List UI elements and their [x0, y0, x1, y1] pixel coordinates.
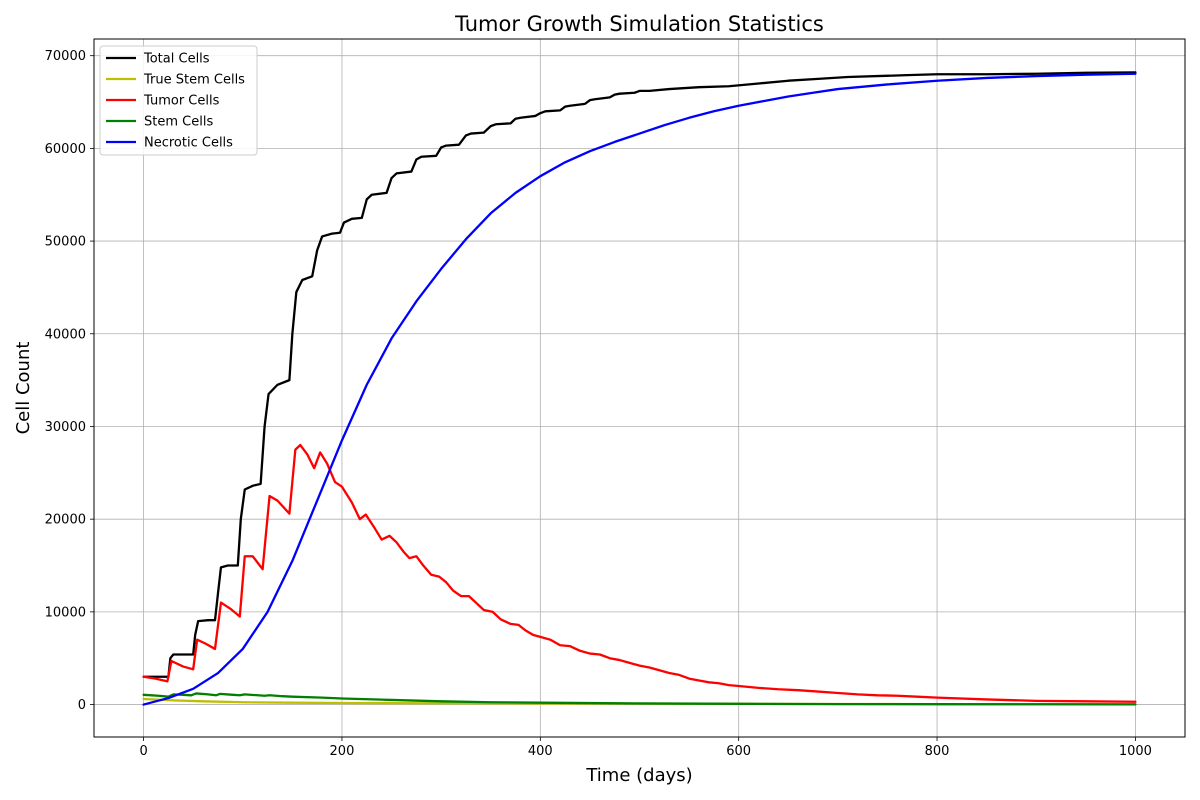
series-line-necrotic-cells: [142, 72, 1137, 706]
x-tick-label: 400: [528, 744, 553, 759]
y-tick-label: 60000: [45, 142, 86, 157]
series-line-total-cells: [142, 71, 1137, 678]
y-tick-label: 0: [78, 698, 86, 713]
chart-title: Tumor Growth Simulation Statistics: [454, 12, 824, 36]
plot-frame: [93, 38, 1186, 738]
x-tick-label: 800: [925, 744, 950, 759]
series-line-stem-cells: [142, 692, 1137, 706]
y-tick-label: 40000: [45, 327, 86, 342]
legend-label-true-stem-cells: True Stem Cells: [143, 73, 245, 88]
x-tick-label: 1000: [1119, 744, 1152, 759]
y-tick-label: 10000: [45, 605, 86, 620]
x-tick-label: 0: [139, 744, 147, 759]
legend-frame: [99, 45, 258, 156]
legend-label-necrotic-cells: Necrotic Cells: [144, 136, 233, 151]
y-tick-label: 50000: [45, 235, 86, 250]
x-axis-title: Time (days): [585, 765, 692, 786]
legend-label-total-cells: Total Cells: [143, 52, 210, 67]
x-tick-label: 200: [330, 744, 355, 759]
y-tick-label: 20000: [45, 513, 86, 528]
series-lines: [142, 71, 1137, 706]
legend-label-stem-cells: Stem Cells: [144, 115, 213, 130]
series-line-tumor-cells: [142, 443, 1137, 703]
x-tick-label: 600: [726, 744, 751, 759]
axis-ticks: 0 200 400 600 800 100001000020000300004000050…: [45, 49, 1152, 759]
y-tick-label: 70000: [45, 49, 86, 64]
y-axis-title: Cell Count: [13, 342, 34, 435]
y-tick-label: 30000: [45, 420, 86, 435]
legend-label-tumor-cells: Tumor Cells: [143, 94, 220, 109]
legend: Total Cells True Stem Cells Tumor Cells Ste…: [99, 45, 258, 156]
grid: [94, 39, 1185, 737]
